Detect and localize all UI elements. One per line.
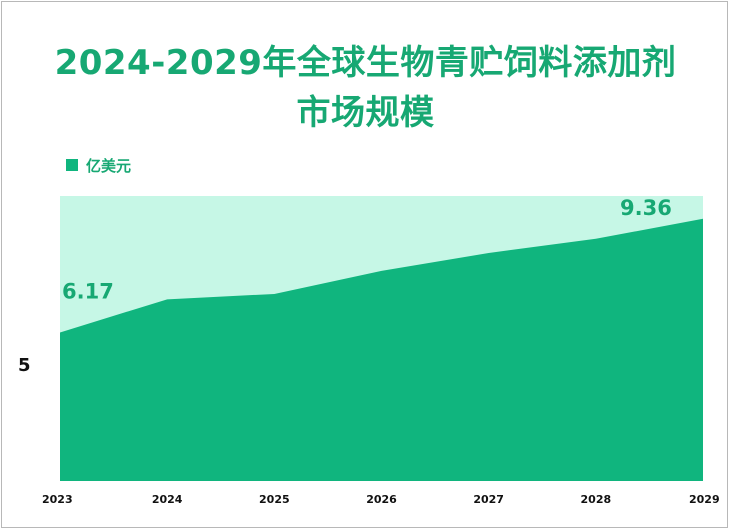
x-tick-label: 2025 [259, 493, 290, 506]
x-tick-label: 2027 [473, 493, 504, 506]
x-tick-label: 2023 [42, 493, 73, 506]
x-tick-label: 2029 [689, 493, 720, 506]
data-label-first: 6.17 [62, 279, 114, 303]
chart-title-line2: 市场规模 [296, 93, 435, 133]
x-tick-label: 2026 [366, 493, 397, 506]
legend-label: 亿美元 [86, 156, 132, 175]
area-series [60, 218, 703, 482]
chart-title: 2024-2029年全球生物青贮饲料添加剂 市场规模 [0, 38, 731, 138]
legend-swatch [66, 159, 78, 171]
legend: 亿美元 [66, 155, 131, 175]
x-tick-label: 2024 [152, 493, 183, 506]
y-tick-label: 5 [18, 355, 31, 376]
x-tick-label: 2028 [581, 493, 612, 506]
chart-title-line1: 2024-2029年全球生物青贮饲料添加剂 [54, 43, 677, 83]
data-label-last: 9.36 [620, 196, 672, 220]
x-axis-ticks: 2023 2024 2025 2026 2027 2028 2029 [42, 493, 720, 506]
